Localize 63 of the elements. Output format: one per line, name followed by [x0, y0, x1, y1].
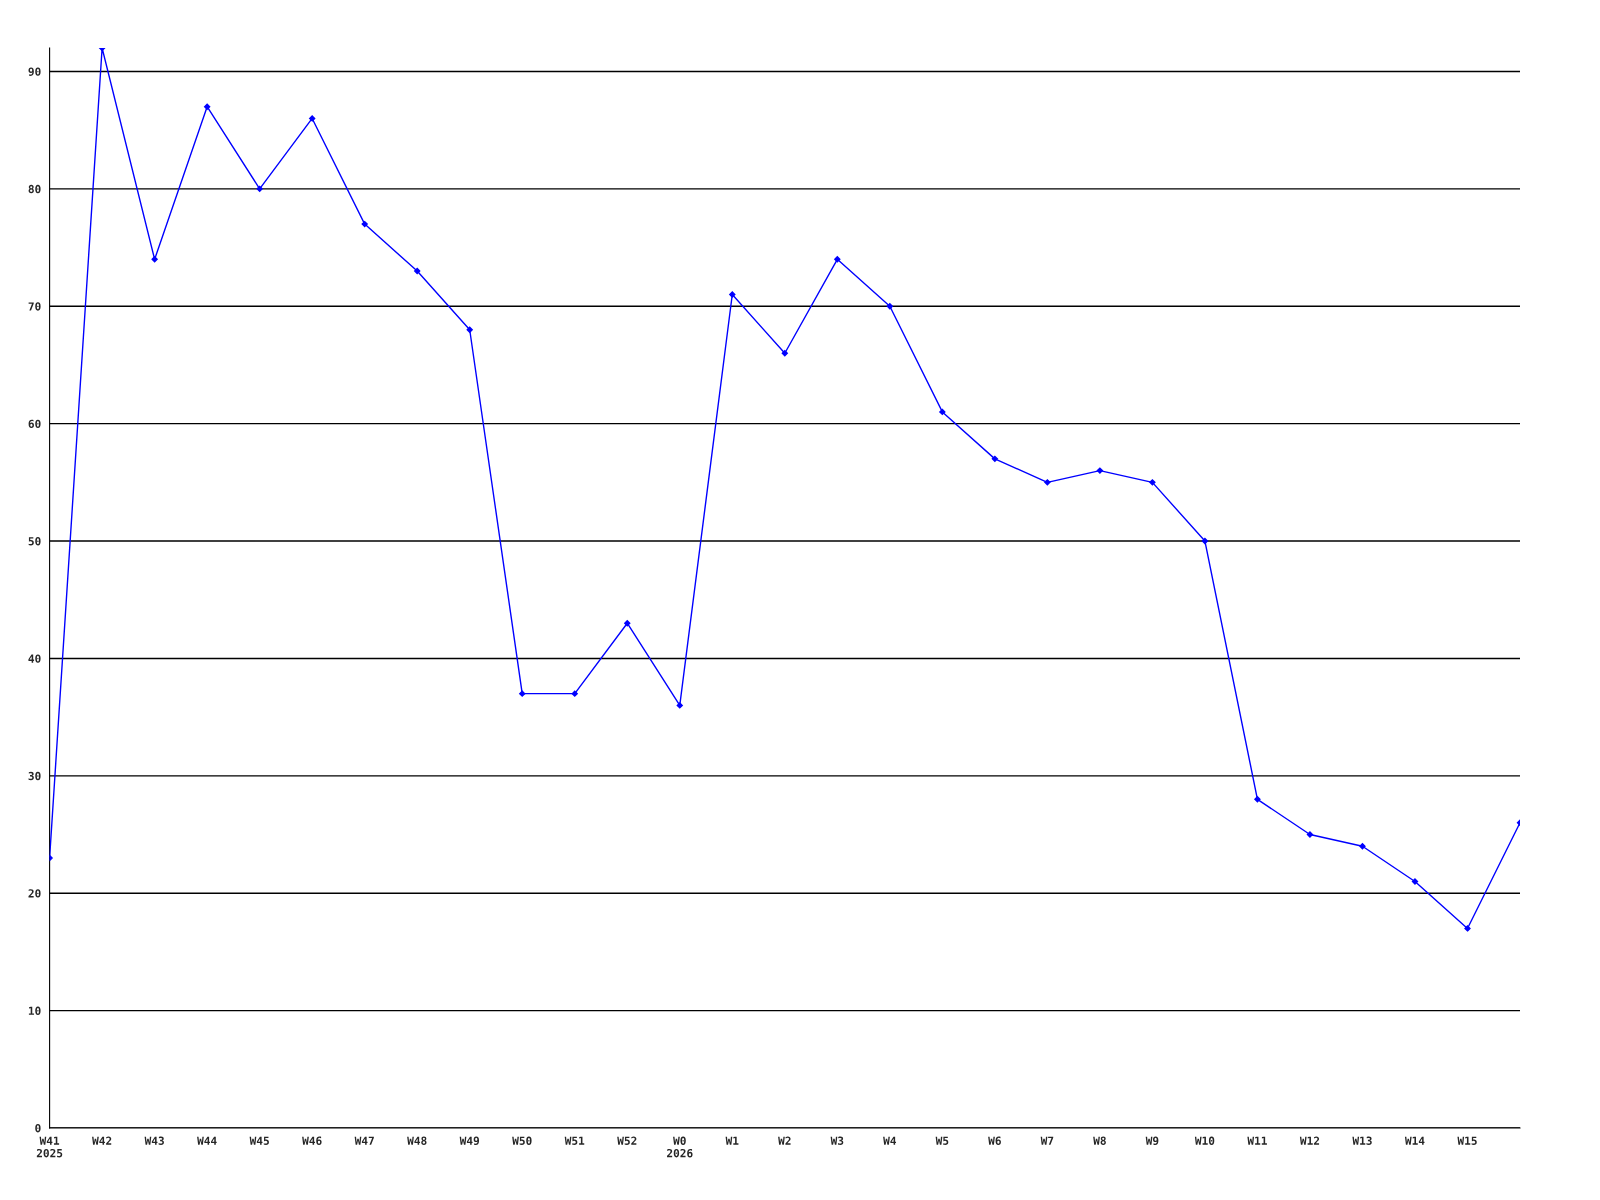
point	[1359, 843, 1366, 850]
point	[991, 455, 999, 463]
point	[1044, 479, 1051, 486]
x-tick-label: W13	[1352, 1136, 1372, 1145]
x-tick-label: W10	[1194, 1136, 1215, 1145]
x-tick-label: W4	[883, 1136, 897, 1145]
y-tick-label: 20	[28, 889, 41, 898]
x-tick-label: W51	[564, 1136, 585, 1145]
point	[624, 620, 631, 627]
point	[466, 326, 473, 333]
y-tick-label: 90	[28, 67, 41, 76]
point	[1464, 925, 1471, 932]
x-tick-label: W14	[1404, 1136, 1425, 1145]
point	[834, 256, 841, 263]
point	[939, 408, 946, 416]
point	[676, 702, 683, 709]
x-tick-label: W47	[354, 1136, 374, 1145]
x-tick-label: W2	[778, 1136, 791, 1145]
y-tick-label: 60	[28, 419, 41, 429]
x-tick-label: W44	[197, 1136, 217, 1145]
x-tick-label: W41 2025	[36, 1136, 63, 1158]
x-tick-label: W12	[1299, 1136, 1320, 1145]
y-tick-label: 50	[28, 537, 41, 546]
point	[1306, 831, 1314, 838]
y-tick-label: 40	[28, 654, 41, 663]
point	[729, 291, 736, 298]
y-tick-label: 0	[35, 1123, 41, 1133]
x-tick-label: W0 2026	[667, 1136, 693, 1158]
point	[309, 115, 316, 122]
x-tick-label: W42	[92, 1136, 112, 1145]
point	[1096, 467, 1104, 474]
x-tick-label: W52	[617, 1136, 637, 1145]
x-tick-label: W7	[1040, 1136, 1054, 1145]
point	[1201, 537, 1209, 545]
x-tick-label: W48	[407, 1136, 427, 1145]
x-tick-label: W3	[830, 1136, 844, 1145]
x-tick-label: W8	[1093, 1136, 1106, 1145]
x-tick-label: W1	[725, 1136, 739, 1145]
x-tick-label: W15	[1457, 1136, 1477, 1145]
point	[1254, 796, 1261, 803]
point	[1149, 479, 1156, 486]
point	[256, 185, 263, 193]
x-tick-label: W46	[302, 1136, 322, 1145]
point	[151, 256, 158, 263]
point	[203, 103, 211, 110]
y-tick-label: 80	[28, 184, 41, 194]
y-tick-label: 10	[28, 1006, 41, 1015]
point	[519, 690, 526, 697]
x-tick-label: W6	[988, 1136, 1001, 1145]
x-tick-label: W5	[935, 1136, 949, 1145]
y-tick-label: 70	[28, 302, 41, 311]
x-tick-label: W49	[459, 1136, 480, 1145]
x-tick-label: W45	[249, 1136, 269, 1145]
y-tick-label: 30	[28, 771, 41, 781]
point	[571, 690, 578, 697]
x-tick-label: W43	[144, 1136, 164, 1145]
point	[886, 303, 893, 310]
point	[414, 267, 421, 275]
x-tick-label: W50	[512, 1136, 532, 1145]
x-tick-label: W11	[1247, 1136, 1267, 1145]
point	[781, 350, 788, 357]
point	[361, 220, 368, 228]
x-tick-label: W9	[1145, 1136, 1159, 1145]
